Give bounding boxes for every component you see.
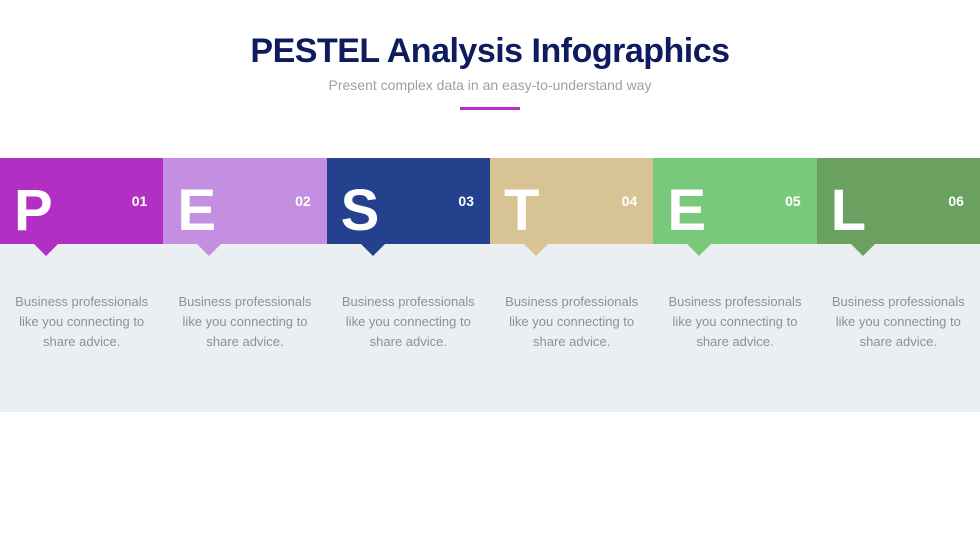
tile-arrow-icon	[687, 244, 711, 256]
tile-description: Business professionals like you connecti…	[817, 292, 980, 352]
page-title: PESTEL Analysis Infographics	[0, 32, 980, 71]
page-subtitle: Present complex data in an easy-to-under…	[0, 77, 980, 93]
tile-description: Business professionals like you connecti…	[0, 292, 163, 352]
tile-arrow-icon	[361, 244, 385, 256]
pestel-tile-e-5: E 05	[653, 158, 816, 244]
tile-number: 04	[622, 193, 638, 209]
title-underline	[460, 107, 520, 110]
tile-description: Business professionals like you connecti…	[653, 292, 816, 352]
tile-arrow-icon	[524, 244, 548, 256]
pestel-tile-l-6: L 06	[817, 158, 980, 244]
tile-number: 01	[132, 193, 148, 209]
tile-arrow-icon	[34, 244, 58, 256]
tile-description: Business professionals like you connecti…	[327, 292, 490, 352]
pestel-tile-t-4: T 04	[490, 158, 653, 244]
tile-letter: E	[177, 182, 216, 240]
pestel-band: P 01 E 02 S 03 T 04 E 05 L 06 Business professional…	[0, 158, 980, 412]
pestel-tile-e-2: E 02	[163, 158, 326, 244]
tile-number: 02	[295, 193, 311, 209]
pestel-tile-p-1: P 01	[0, 158, 163, 244]
tile-number: 03	[458, 193, 474, 209]
tile-letter: P	[14, 182, 53, 240]
header: PESTEL Analysis Infographics Present com…	[0, 0, 980, 110]
tile-arrow-icon	[851, 244, 875, 256]
tile-number: 05	[785, 193, 801, 209]
tile-letter: L	[831, 182, 866, 240]
descriptions-background: Business professionals like you connecti…	[0, 244, 980, 412]
tile-letter: E	[667, 182, 706, 240]
tile-number: 06	[948, 193, 964, 209]
tile-arrow-icon	[197, 244, 221, 256]
tile-letter: T	[504, 182, 539, 240]
pestel-tile-s-3: S 03	[327, 158, 490, 244]
tile-letter: S	[341, 182, 380, 240]
tile-description: Business professionals like you connecti…	[490, 292, 653, 352]
tile-description: Business professionals like you connecti…	[163, 292, 326, 352]
